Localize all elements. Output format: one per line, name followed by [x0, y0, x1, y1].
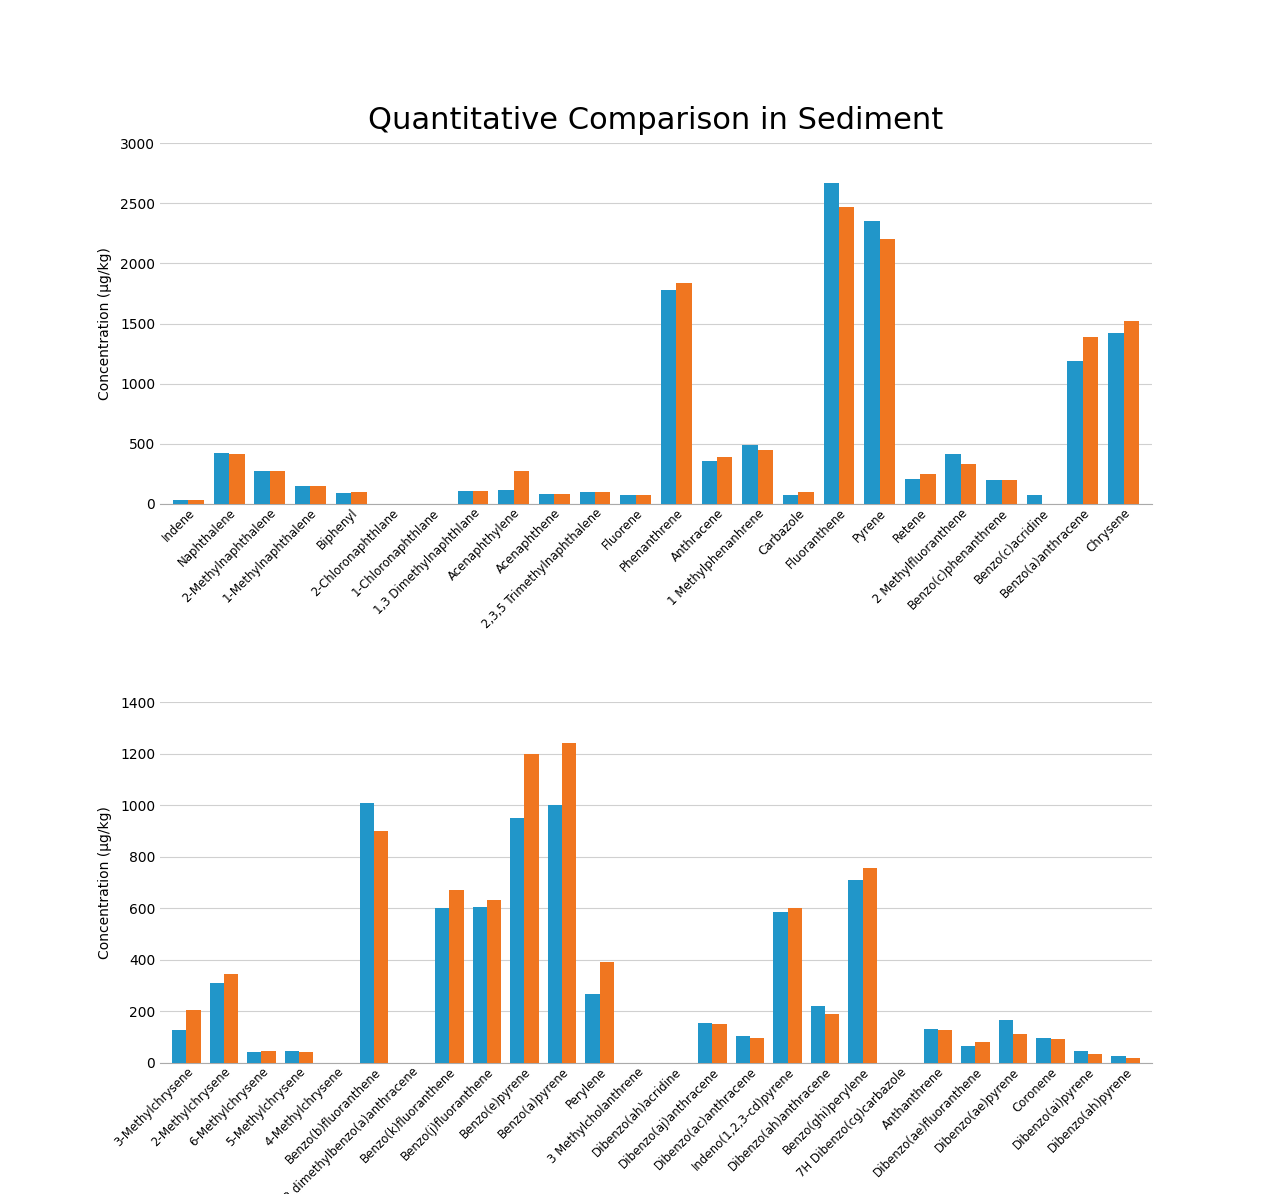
- Bar: [1037, 1039, 1051, 1063]
- Bar: [511, 818, 525, 1063]
- Bar: [1051, 1040, 1065, 1063]
- Bar: [701, 461, 717, 504]
- Bar: [284, 1051, 300, 1063]
- Bar: [1083, 337, 1098, 504]
- Bar: [173, 500, 188, 504]
- Bar: [261, 1051, 275, 1063]
- Bar: [188, 499, 204, 504]
- Bar: [472, 907, 486, 1063]
- Bar: [486, 900, 502, 1063]
- Bar: [621, 496, 636, 504]
- Bar: [742, 445, 758, 504]
- Bar: [1108, 333, 1124, 504]
- Bar: [585, 995, 599, 1063]
- Y-axis label: Concentration (μg/kg): Concentration (μg/kg): [97, 806, 111, 959]
- Bar: [905, 479, 920, 504]
- Bar: [826, 1014, 840, 1063]
- Bar: [773, 912, 787, 1063]
- Bar: [660, 290, 676, 504]
- Bar: [525, 753, 539, 1063]
- Bar: [498, 490, 513, 504]
- Bar: [300, 1052, 314, 1063]
- Bar: [1001, 480, 1018, 504]
- Bar: [255, 470, 270, 504]
- Bar: [636, 496, 652, 504]
- Bar: [1068, 361, 1083, 504]
- Bar: [311, 486, 326, 504]
- Bar: [554, 494, 570, 504]
- Bar: [998, 1020, 1012, 1063]
- Bar: [879, 240, 895, 504]
- Bar: [849, 880, 863, 1063]
- Bar: [736, 1035, 750, 1063]
- Bar: [975, 1042, 989, 1063]
- Bar: [435, 909, 449, 1063]
- Bar: [172, 1030, 187, 1063]
- Bar: [458, 491, 474, 504]
- Bar: [449, 890, 463, 1063]
- Bar: [1125, 1058, 1140, 1063]
- Bar: [961, 1046, 975, 1063]
- Bar: [924, 1029, 938, 1063]
- Bar: [1111, 1057, 1125, 1063]
- Bar: [474, 491, 489, 504]
- Bar: [599, 962, 614, 1063]
- Bar: [938, 1030, 952, 1063]
- Bar: [986, 480, 1001, 504]
- Bar: [758, 450, 773, 504]
- Bar: [294, 486, 311, 504]
- Bar: [838, 207, 855, 504]
- Bar: [698, 1023, 713, 1063]
- Bar: [210, 983, 224, 1063]
- Bar: [187, 1010, 201, 1063]
- Bar: [224, 974, 238, 1063]
- Bar: [799, 492, 814, 504]
- Bar: [920, 474, 936, 504]
- Bar: [1088, 1053, 1102, 1063]
- Bar: [335, 493, 351, 504]
- Bar: [360, 802, 374, 1063]
- Bar: [580, 492, 595, 504]
- Bar: [595, 492, 611, 504]
- Bar: [374, 831, 388, 1063]
- Bar: [513, 472, 529, 504]
- Bar: [961, 464, 977, 504]
- Bar: [787, 909, 801, 1063]
- Bar: [562, 744, 576, 1063]
- Bar: [713, 1024, 727, 1063]
- Bar: [946, 454, 961, 504]
- Title: Quantitative Comparison in Sediment: Quantitative Comparison in Sediment: [369, 106, 943, 135]
- Bar: [247, 1052, 261, 1063]
- Bar: [676, 283, 691, 504]
- Bar: [351, 492, 366, 504]
- Bar: [270, 472, 285, 504]
- Bar: [539, 494, 554, 504]
- Bar: [717, 457, 732, 504]
- Bar: [1074, 1051, 1088, 1063]
- Bar: [1012, 1034, 1028, 1063]
- Bar: [229, 454, 244, 504]
- Bar: [810, 1007, 826, 1063]
- Bar: [863, 868, 877, 1063]
- Bar: [214, 454, 229, 504]
- Bar: [1124, 321, 1139, 504]
- Bar: [750, 1039, 764, 1063]
- Bar: [1027, 496, 1042, 504]
- Bar: [823, 183, 838, 504]
- Bar: [783, 496, 799, 504]
- Bar: [864, 221, 879, 504]
- Bar: [548, 805, 562, 1063]
- Y-axis label: Concentration (μg/kg): Concentration (μg/kg): [97, 247, 111, 400]
